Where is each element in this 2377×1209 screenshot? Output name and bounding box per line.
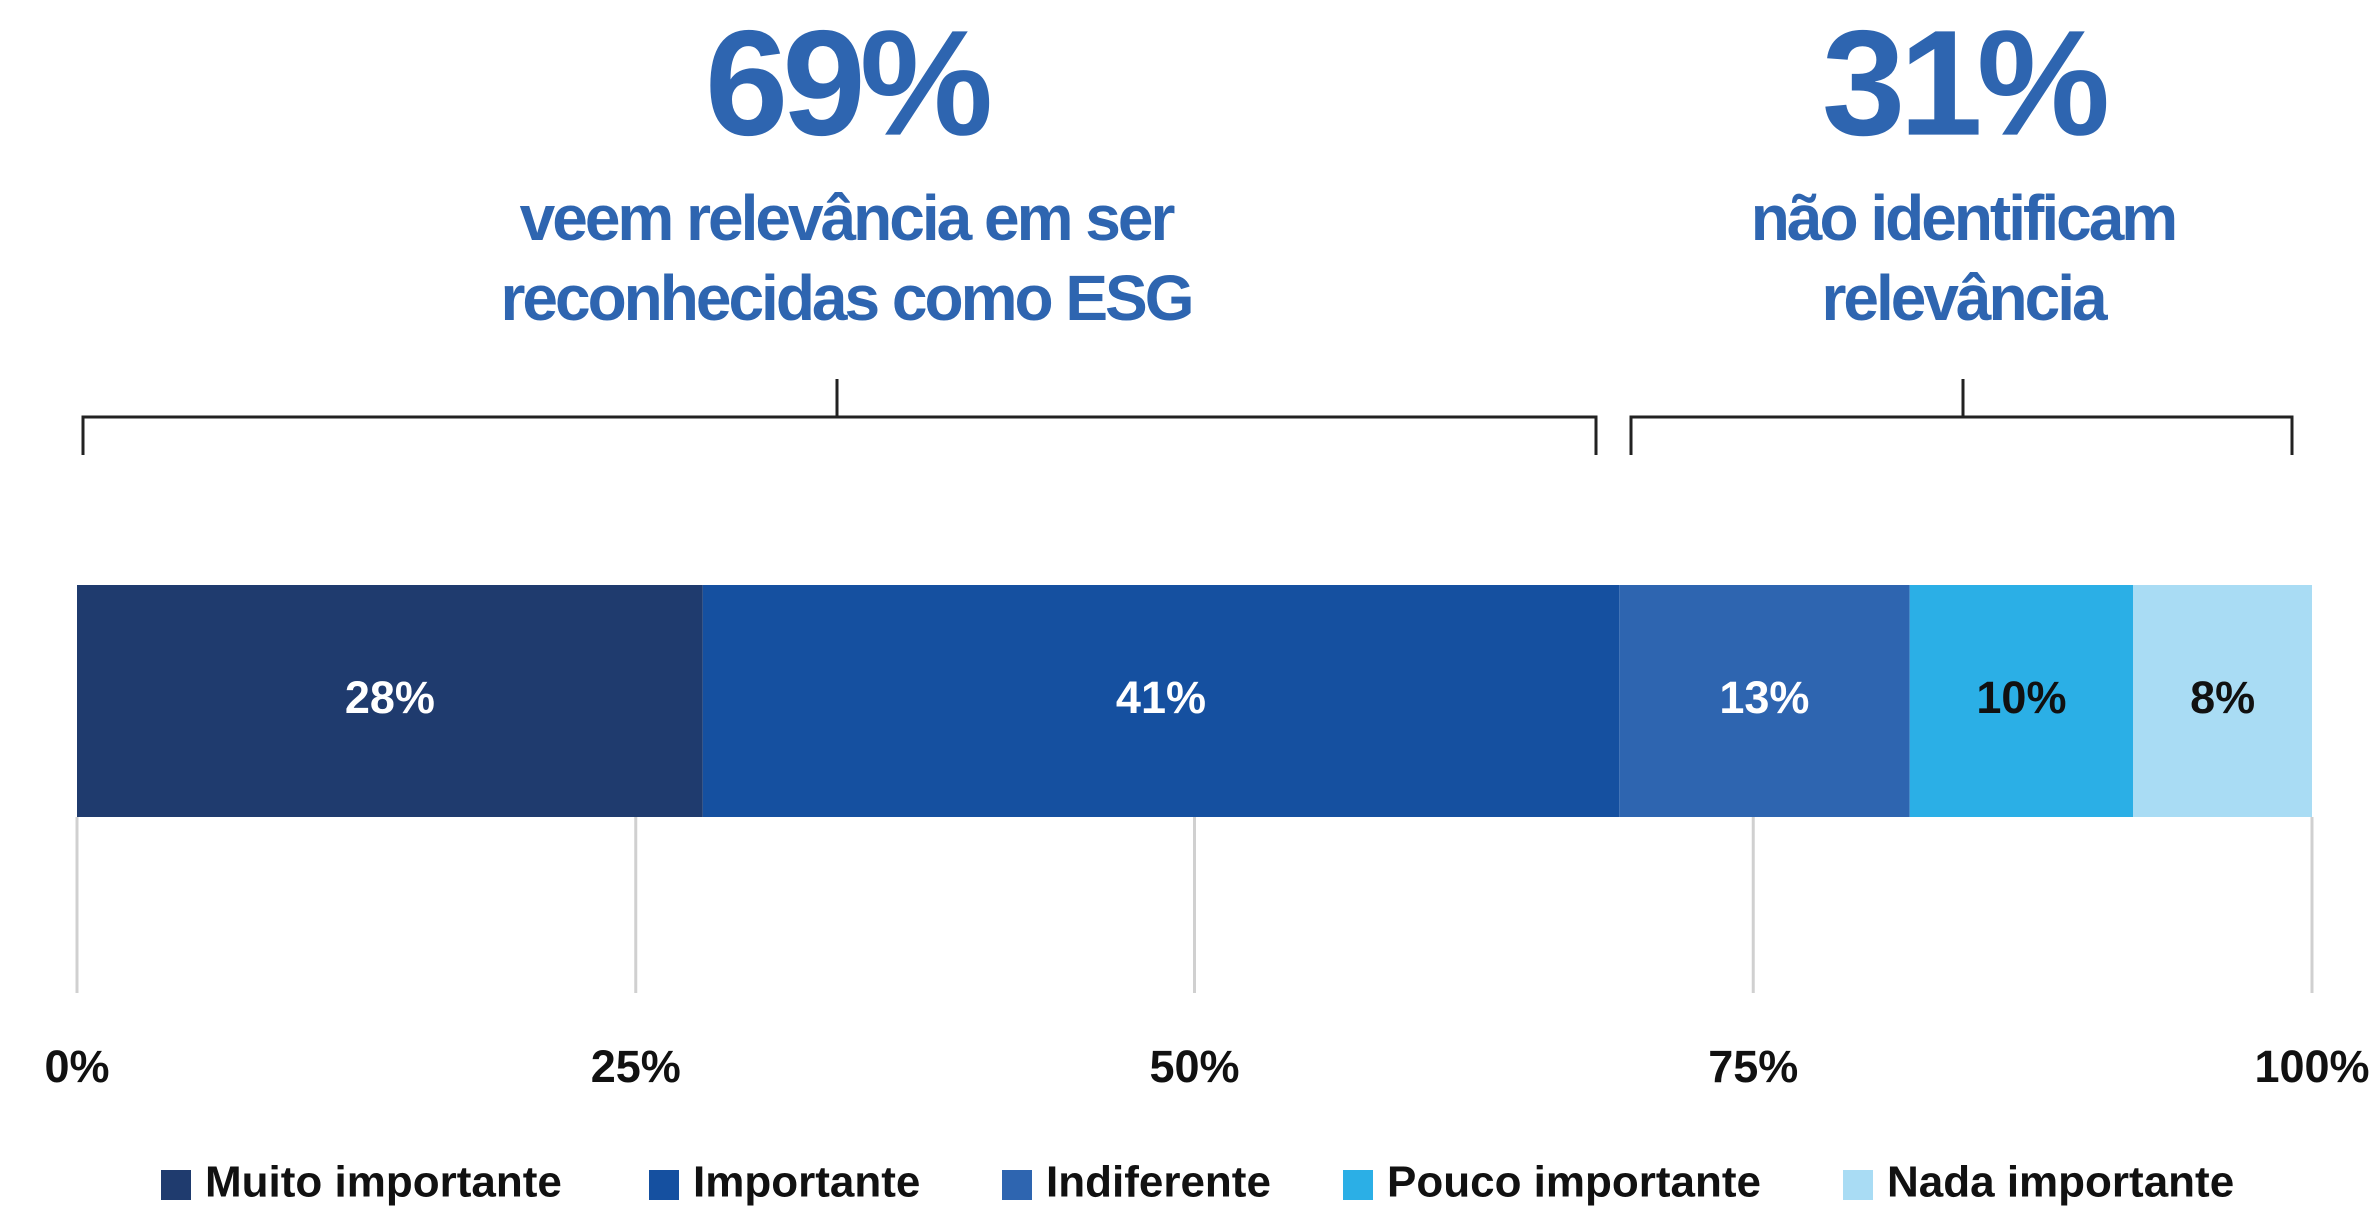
legend-label: Indiferente: [1046, 1158, 1271, 1207]
annotation-text: reconhecidas como ESG: [500, 262, 1191, 334]
legend-swatch: [1002, 1170, 1032, 1200]
x-tick-label: 25%: [591, 1041, 681, 1092]
x-tick-label: 75%: [1708, 1041, 1798, 1092]
annotation-title: 69%: [705, 0, 990, 167]
bar-segment: [1909, 585, 2134, 817]
legend-swatch: [649, 1170, 679, 1200]
data-label: 8%: [2190, 672, 2255, 723]
annotation-text: veem relevância em ser: [520, 182, 1175, 254]
bar-segment: [702, 585, 1620, 817]
annotation-text: não identificam: [1751, 182, 2175, 254]
bar-segment: [1619, 585, 1910, 817]
legend-label: Pouco importante: [1387, 1158, 1761, 1207]
legend-swatch: [1343, 1170, 1373, 1200]
annotation-title: 31%: [1822, 0, 2107, 167]
bracket: [81, 379, 1598, 455]
bracket: [1629, 379, 2294, 455]
legend-label: Nada importante: [1887, 1158, 2234, 1207]
legend-label: Importante: [693, 1158, 920, 1207]
x-tick-label: 0%: [44, 1041, 109, 1092]
legend-swatch: [161, 1170, 191, 1200]
annotation-text: relevância: [1821, 262, 2108, 334]
bar-segment: [2133, 585, 2312, 817]
x-tick-label: 100%: [2254, 1041, 2369, 1092]
legend-label: Muito importante: [205, 1158, 562, 1207]
x-tick-label: 50%: [1149, 1041, 1239, 1092]
data-label: 28%: [345, 672, 435, 723]
legend-swatch: [1843, 1170, 1873, 1200]
data-label: 10%: [1976, 672, 2066, 723]
bar-segment: [77, 585, 703, 817]
data-label: 41%: [1116, 672, 1206, 723]
data-label: 13%: [1719, 672, 1809, 723]
